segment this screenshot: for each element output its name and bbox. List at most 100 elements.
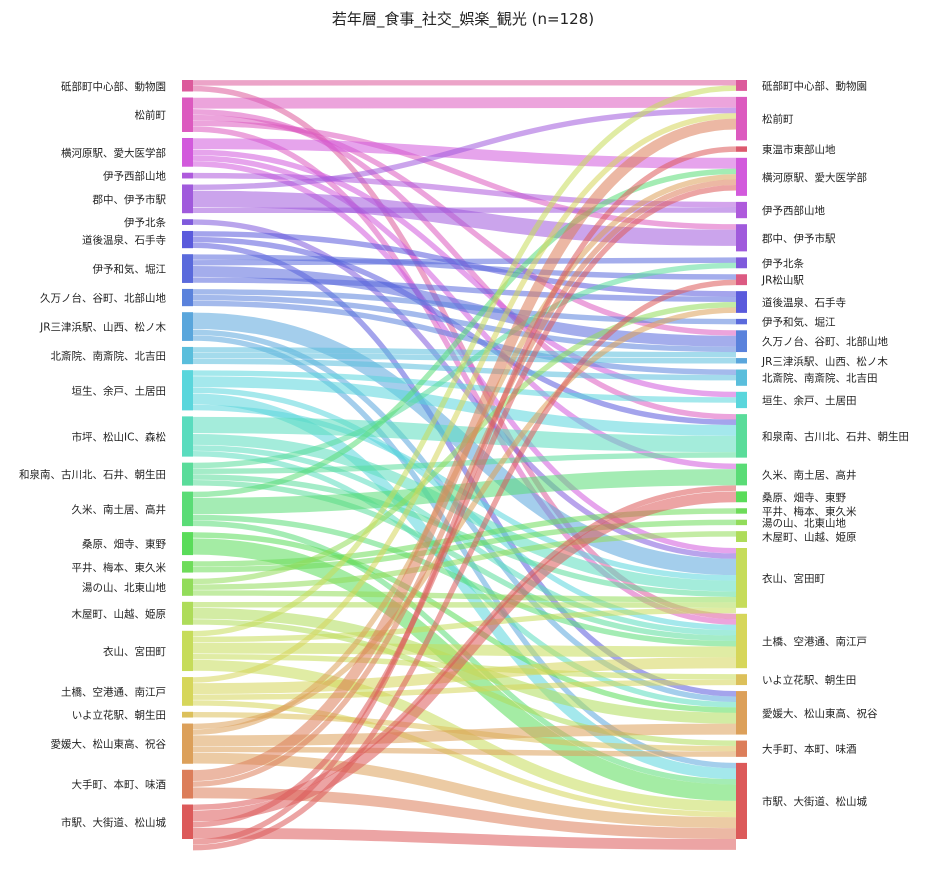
flow-link [192, 752, 737, 829]
destination-node-label: 木屋町、山越、姫原 [762, 531, 857, 544]
flow-link [192, 279, 737, 851]
flow-link [192, 190, 737, 246]
destination-node-label: 土橋、空港通、南江戸 [762, 635, 867, 648]
flow-link [192, 277, 737, 303]
origin-node-label: 平井、梅本、東久米 [72, 561, 167, 574]
destination-node-label: 愛媛大、松山東高、祝谷 [762, 707, 878, 720]
origin-node [182, 769, 193, 799]
flow-link [192, 113, 737, 683]
destination-node-label: 道後温泉、石手寺 [762, 296, 846, 309]
chart-title: 若年層_食事_社交_娯楽_観光 (n=128) [332, 10, 594, 29]
flow-link [192, 370, 737, 403]
flow-link [192, 358, 737, 381]
destination-node-label: 和泉南、古川北、石井、朝生田 [762, 430, 909, 443]
destination-node [736, 508, 747, 514]
origin-node [182, 723, 193, 764]
origin-node [182, 288, 193, 307]
flow-link [192, 96, 737, 109]
destination-node-label: 垣生、余戸、土居田 [762, 394, 857, 407]
origin-node [182, 601, 193, 625]
destination-node [736, 96, 747, 141]
origin-node [182, 80, 193, 92]
destination-node-label: JR三津浜駅、山西、松ノ木 [761, 355, 888, 368]
destination-node [736, 391, 747, 409]
origin-node [182, 254, 193, 283]
origin-nodes: 砥部町中心部、動物園松前町横河原駅、愛大医学部伊予西部山地郡中、伊予市駅伊予北条… [19, 80, 193, 839]
origin-node-label: 市駅、大街道、松山城 [61, 816, 166, 829]
destination-node [736, 740, 747, 757]
origin-node [182, 97, 193, 132]
destination-node [736, 691, 747, 735]
origin-node-label: 大手町、本町、味酒 [72, 778, 167, 791]
flow-link [192, 657, 737, 694]
destination-node-label: 久万ノ台、谷町、北部山地 [762, 335, 888, 348]
origin-node [182, 561, 193, 573]
flow-link [192, 146, 737, 845]
destination-node [736, 414, 747, 458]
flow-link [192, 491, 737, 822]
flow-link [192, 416, 737, 453]
destination-node [736, 224, 747, 252]
origin-node-label: 桑原、畑寺、東野 [82, 538, 166, 551]
origin-node-label: いよ立花駅、朝生田 [72, 709, 166, 722]
origin-node-label: 木屋町、山越、姫原 [72, 607, 167, 620]
destination-node-label: 松前町 [762, 113, 794, 126]
origin-node-label: 湯の山、北東山地 [82, 581, 166, 594]
destination-node-label: 東温市東部山地 [762, 143, 836, 156]
flow-link [192, 679, 737, 700]
flow-link [192, 179, 737, 787]
flow-link [192, 300, 737, 375]
flow-link [192, 347, 737, 358]
flow-links [192, 79, 737, 851]
origin-node-label: 砥部町中心部、動物園 [61, 80, 166, 93]
flow-link [192, 445, 737, 636]
destination-node-label: 平井、梅本、東久米 [762, 505, 857, 518]
origin-node-label: 垣生、余戸、土居田 [72, 384, 167, 397]
destination-node-label: 伊予西部山地 [762, 204, 825, 217]
destination-node-label: 北斎院、南斎院、北吉田 [762, 372, 878, 385]
destination-node [736, 274, 747, 286]
destination-node [736, 531, 747, 543]
destination-node [736, 491, 747, 503]
flow-link [192, 184, 737, 828]
origin-node [182, 137, 193, 167]
destination-node [736, 146, 747, 152]
origin-node-label: 市坪、松山IC、森松 [72, 431, 167, 444]
origin-node-label: 和泉南、古川北、石井、朝生田 [19, 468, 166, 481]
destination-node [736, 613, 747, 669]
flow-link [192, 514, 737, 647]
destination-node [736, 463, 747, 486]
flow-link [192, 607, 737, 643]
destination-node [736, 257, 747, 269]
destination-node-label: 湯の山、北東山地 [762, 516, 846, 529]
destination-node-label: 衣山、宮田町 [762, 572, 825, 585]
origin-node [182, 219, 193, 225]
origin-node [182, 370, 193, 411]
flow-link [192, 149, 737, 398]
destination-node [736, 762, 747, 840]
origin-node [182, 416, 193, 457]
origin-node [182, 172, 193, 179]
origin-node-label: 松前町 [135, 109, 167, 122]
destination-node [736, 80, 747, 91]
origin-node-label: 久万ノ台、谷町、北部山地 [40, 292, 166, 305]
flow-link [192, 294, 737, 353]
origin-node [182, 711, 193, 718]
origin-node [182, 804, 193, 839]
origin-node [182, 462, 193, 486]
origin-node [182, 184, 193, 214]
destination-node [736, 519, 747, 526]
origin-node-label: 土橋、空港通、南江戸 [61, 685, 166, 698]
origin-node-label: 北斎院、南斎院、北吉田 [51, 350, 167, 363]
origin-node [182, 346, 193, 365]
destination-node-label: 桑原、畑寺、東野 [762, 491, 846, 504]
origin-node [182, 230, 193, 249]
destination-node [736, 157, 747, 196]
origin-node [182, 630, 193, 672]
flow-link [192, 653, 737, 680]
flow-link [192, 126, 737, 625]
destination-node-label: 横河原駅、愛大医学部 [762, 171, 867, 184]
origin-node-label: 道後温泉、石手寺 [82, 234, 166, 247]
destination-node [736, 358, 747, 364]
